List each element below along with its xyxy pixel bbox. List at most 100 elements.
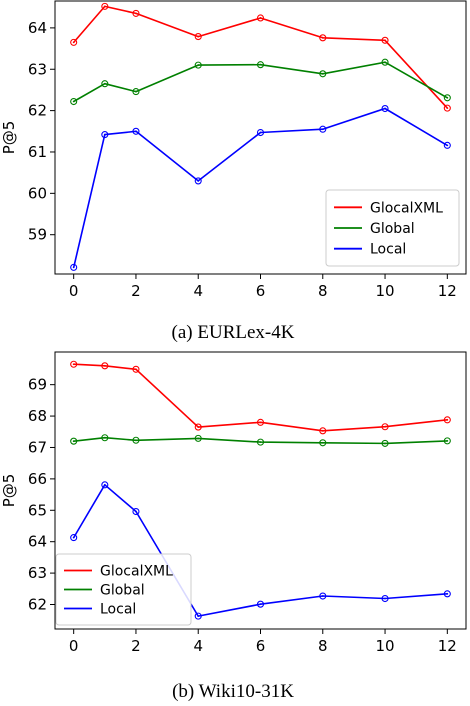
data-point-local [256, 600, 265, 608]
data-point-center [259, 421, 262, 424]
data-point-center [135, 439, 137, 442]
data-point-center [384, 442, 386, 445]
legend-entry-local: Local [100, 602, 136, 618]
data-point-center [321, 429, 324, 432]
data-point-glocalxml [101, 2, 109, 10]
y-tick-label: 62 [28, 102, 47, 120]
data-point-center [384, 61, 386, 64]
data-point-center [384, 425, 386, 428]
data-point-local [319, 592, 327, 600]
y-tick-label: 66 [28, 470, 47, 488]
chart-wiki10-31k: 0 2 4 6 8 10 126263646566676869P@5GlocalXMLGlo… [0, 351, 467, 702]
x-tick-label: 8 [318, 282, 328, 300]
data-point-global [101, 434, 109, 442]
x-tick-label: 2 [131, 282, 141, 300]
data-point-center [321, 595, 324, 597]
data-point-glocalxml [132, 9, 140, 17]
y-tick-label: 63 [28, 564, 47, 582]
data-point-local [101, 481, 109, 489]
data-point-local [194, 177, 202, 185]
data-point-center [72, 363, 75, 366]
series-line-glocalxml [73, 5, 448, 109]
x-tick-label: 12 [438, 637, 457, 655]
data-point-glocalxml [256, 418, 265, 426]
data-point-glocalxml [194, 33, 202, 41]
data-point-center [446, 592, 449, 595]
data-point-glocalxml [256, 14, 265, 22]
data-point-center [321, 441, 324, 444]
data-point-global [381, 439, 389, 447]
legend-entry-glocalxml: GlocalXML [370, 200, 443, 216]
data-point-center [197, 180, 200, 182]
y-tick-label: 64 [28, 533, 47, 551]
y-tick-label: 63 [28, 60, 47, 78]
y-tick-label: 69 [28, 376, 47, 394]
x-tick-label: 4 [193, 282, 203, 300]
data-point-local [70, 263, 78, 271]
x-tick-label: 8 [318, 637, 328, 655]
data-point-center [103, 364, 106, 367]
data-point-center [103, 133, 106, 136]
data-point-local [443, 141, 451, 149]
data-point-center [72, 266, 75, 269]
data-point-center [259, 603, 262, 606]
data-point-global [443, 94, 451, 102]
y-tick-label: 60 [28, 184, 47, 202]
x-tick-label: 6 [256, 282, 266, 300]
data-point-center [446, 96, 449, 99]
data-point-local [381, 104, 389, 113]
data-point-glocalxml [381, 423, 389, 431]
y-tick-label: 62 [28, 596, 47, 614]
data-point-center [384, 107, 386, 110]
data-point-center [135, 90, 137, 93]
series-line-global [73, 61, 448, 103]
data-point-glocalxml [319, 427, 327, 435]
data-point-center [72, 440, 75, 443]
data-point-center [259, 17, 262, 19]
data-point-center [446, 107, 449, 110]
data-point-local [443, 590, 451, 598]
data-point-global [443, 437, 451, 445]
data-point-global [101, 80, 109, 88]
data-point-center [259, 131, 262, 134]
y-tick-label: 67 [28, 438, 47, 456]
data-point-center [72, 41, 75, 44]
data-point-center [259, 63, 262, 66]
data-point-center [321, 72, 324, 75]
data-point-center [197, 437, 200, 440]
data-point-center [72, 536, 75, 539]
data-point-center [135, 510, 137, 513]
data-point-glocalxml [70, 38, 78, 46]
data-point-local [101, 131, 109, 139]
data-point-center [103, 436, 106, 439]
x-tick-label: 12 [438, 282, 457, 300]
x-tick-label: 0 [69, 637, 79, 655]
data-point-center [103, 82, 106, 85]
data-point-global [256, 61, 265, 69]
data-point-center [135, 368, 137, 371]
legend-entry-global: Global [100, 583, 145, 599]
x-tick-label: 6 [256, 637, 266, 655]
data-point-center [103, 483, 106, 486]
data-point-global [194, 434, 202, 442]
data-point-global [319, 70, 327, 78]
chart-caption: (b) Wiki10-31K [172, 681, 294, 702]
data-point-center [103, 5, 106, 8]
data-point-glocalxml [70, 360, 78, 368]
data-point-center [446, 144, 449, 147]
data-point-local [381, 594, 389, 603]
data-point-center [446, 439, 449, 442]
data-point-glocalxml [443, 104, 451, 112]
data-point-global [381, 58, 389, 66]
data-point-glocalxml [194, 423, 202, 431]
data-point-glocalxml [443, 416, 451, 424]
data-point-center [72, 100, 75, 103]
data-point-local [70, 534, 78, 542]
legend-box [325, 189, 460, 267]
x-tick-label: 2 [131, 637, 141, 655]
data-point-global [194, 61, 202, 69]
y-tick-label: 61 [28, 143, 47, 161]
data-point-global [319, 439, 327, 447]
legend-entry-global: Global [370, 221, 415, 237]
